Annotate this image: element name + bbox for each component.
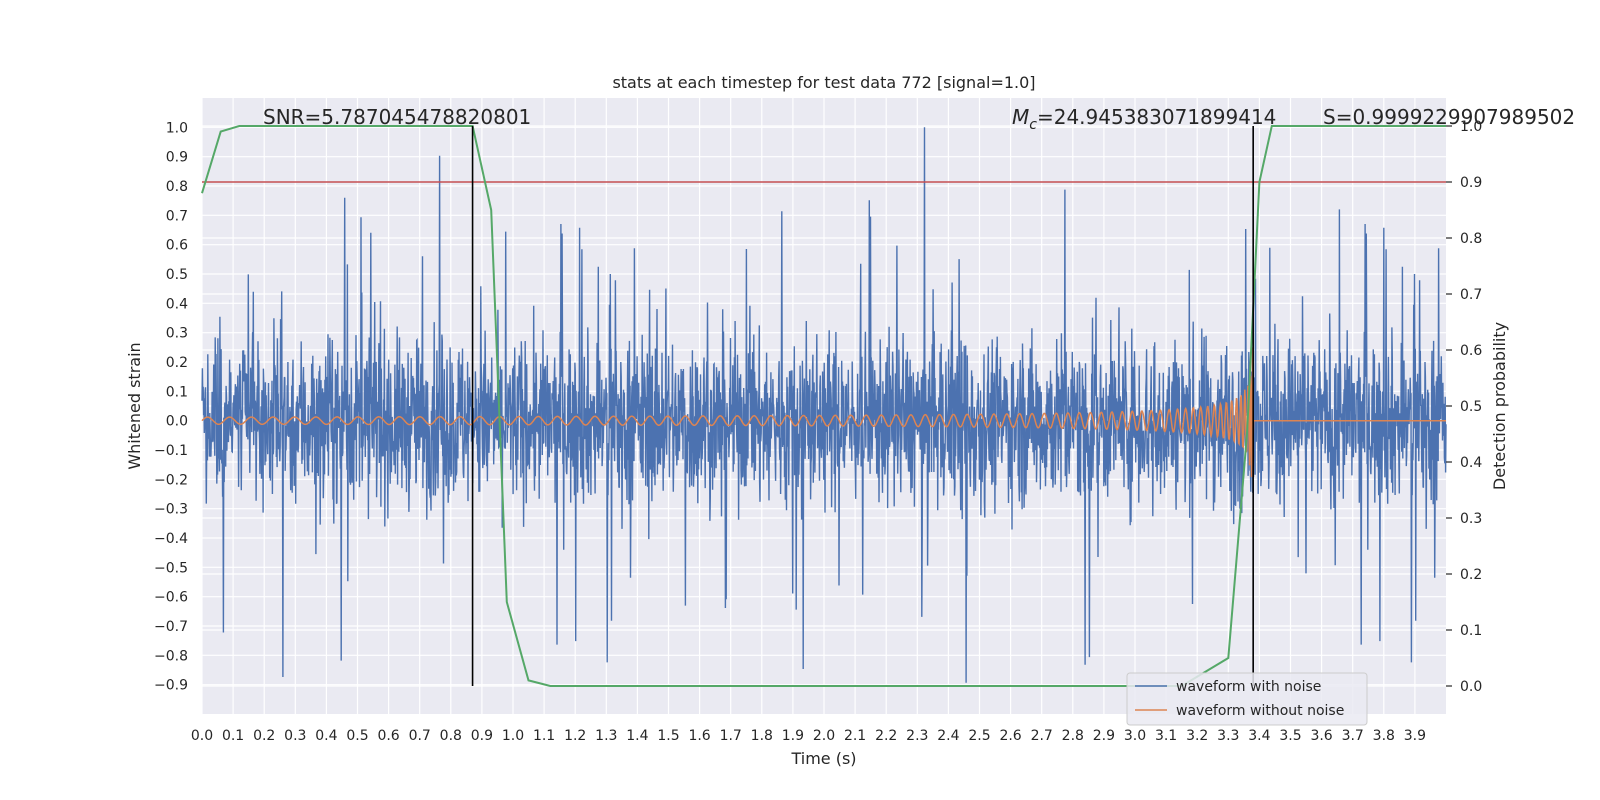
x-tick-label: 1.4: [626, 728, 648, 744]
x-tick-label: 0.3: [284, 728, 306, 744]
y-left-tick-label: −0.9: [154, 678, 188, 694]
y-right-tick-label: 0.6: [1460, 343, 1482, 359]
y-right-tick-label: 0.9: [1460, 175, 1482, 191]
y-left-tick-label: 0.6: [166, 238, 188, 254]
y-left-tick-label: 0.1: [166, 384, 188, 400]
y-right-tick-label: 0.1: [1460, 623, 1482, 639]
series-detection-probability: [201, 125, 1446, 687]
y-right-tick-label: 0.7: [1460, 287, 1482, 303]
x-tick-label: 3.8: [1373, 728, 1395, 744]
y-left-tick-label: −0.6: [154, 590, 188, 606]
x-tick-label: 2.1: [844, 728, 866, 744]
y-right-tick-label: 0.0: [1460, 679, 1482, 695]
x-tick-label: 2.7: [1031, 728, 1053, 744]
y-left-tick-label: 0.8: [166, 179, 188, 195]
y-left-tick-label: −0.5: [154, 560, 188, 576]
y-left-tick-label: 0.5: [166, 267, 188, 283]
x-axis-ticks: 0.0 0.1 0.2 0.3 0.4 0.5 0.6 0.7 0.8 0.9 1.0 1.1 1.2 1…: [191, 728, 1426, 744]
x-tick-label: 0.9: [471, 728, 493, 744]
y-left-tick-label: −0.8: [154, 648, 188, 664]
legend: waveform with noise waveform without noi…: [1126, 672, 1368, 726]
y-left-tick-label: −0.1: [154, 443, 188, 459]
x-tick-label: 2.5: [968, 728, 990, 744]
y-left-tick-label: −0.7: [154, 619, 188, 635]
y-left-tick-label: 0.7: [166, 208, 188, 224]
y-right-tick-label: 0.5: [1460, 399, 1482, 415]
y-axis-right-ticks: 1.0 0.9 0.8 0.7 0.6 0.5 0.4 0.3 0.2 0.1 0.0: [1446, 119, 1482, 695]
x-tick-label: 3.7: [1342, 728, 1364, 744]
legend-label-noisy: waveform with noise: [1176, 679, 1321, 695]
x-tick-label: 3.4: [1248, 728, 1270, 744]
y-left-tick-label: −0.4: [154, 531, 188, 547]
y-right-tick-label: 0.2: [1460, 567, 1482, 583]
x-tick-label: 0.2: [253, 728, 275, 744]
x-axis-label: Time (s): [790, 749, 856, 768]
y-left-tick-label: 0.0: [166, 414, 188, 430]
detection-probability-line: [201, 125, 1446, 687]
y-left-tick-label: −0.3: [154, 502, 188, 518]
annotation-s: S=0.9999229907989502: [1323, 105, 1575, 129]
x-tick-label: 1.6: [688, 728, 710, 744]
x-tick-label: 3.2: [1186, 728, 1208, 744]
y-axis-right-label: Detection probability: [1490, 322, 1509, 490]
clean-waveform-line: [201, 347, 1446, 478]
x-tick-label: 0.7: [409, 728, 431, 744]
annotation-mc-symbol: M: [1012, 105, 1029, 129]
annotation-snr: SNR=5.787045478820801: [263, 105, 531, 129]
x-tick-label: 2.3: [906, 728, 928, 744]
x-tick-label: 0.5: [346, 728, 368, 744]
x-tick-label: 1.7: [720, 728, 742, 744]
y-right-tick-label: 0.8: [1460, 231, 1482, 247]
y-axis-left-ticks: 1.0 0.9 0.8 0.7 0.6 0.5 0.4 0.3 0.2 0.1 0.0 −0.1 −0.…: [154, 120, 188, 693]
x-tick-label: 3.3: [1217, 728, 1239, 744]
series-waveform-without-noise: [201, 347, 1446, 478]
x-tick-label: 0.4: [315, 728, 337, 744]
y-right-tick-label: 0.4: [1460, 455, 1482, 471]
x-tick-label: 0.6: [377, 728, 399, 744]
chart-title: stats at each timestep for test data 772…: [612, 73, 1035, 92]
y-left-tick-label: 0.9: [166, 150, 188, 166]
x-tick-label: 3.5: [1279, 728, 1301, 744]
y-left-tick-label: 0.2: [166, 355, 188, 371]
x-tick-label: 0.1: [222, 728, 244, 744]
x-tick-label: 0.8: [440, 728, 462, 744]
legend-label-clean: waveform without noise: [1176, 703, 1344, 719]
x-tick-label: 1.9: [782, 728, 804, 744]
y-left-tick-label: 0.4: [166, 296, 188, 312]
x-tick-label: 1.1: [533, 728, 555, 744]
x-tick-label: 1.0: [502, 728, 524, 744]
y-axis-left-label: Whitened strain: [125, 342, 144, 469]
x-tick-label: 1.2: [564, 728, 586, 744]
y-left-tick-label: −0.2: [154, 472, 188, 488]
x-tick-label: 3.6: [1310, 728, 1332, 744]
x-tick-label: 2.2: [875, 728, 897, 744]
legend-box: [1126, 672, 1368, 726]
x-tick-label: 1.8: [751, 728, 773, 744]
y-right-tick-label: 0.3: [1460, 511, 1482, 527]
annotation-chirp-mass: Mc=24.945383071899414: [1012, 105, 1276, 133]
x-tick-label: 1.5: [657, 728, 679, 744]
y-left-tick-label: 0.3: [166, 326, 188, 342]
annotation-mc-value: =24.945383071899414: [1037, 105, 1276, 129]
vertical-markers: [471, 126, 1254, 686]
x-tick-label: 3.1: [1155, 728, 1177, 744]
x-tick-label: 1.3: [595, 728, 617, 744]
y-right-tick-label: 1.0: [1460, 119, 1482, 135]
x-tick-label: 2.6: [999, 728, 1021, 744]
x-tick-label: 3.0: [1124, 728, 1146, 744]
x-tick-label: 2.4: [937, 728, 959, 744]
y-left-tick-label: 1.0: [166, 120, 188, 136]
x-tick-label: 0.0: [191, 728, 213, 744]
x-tick-label: 3.9: [1404, 728, 1426, 744]
x-tick-label: 2.0: [813, 728, 835, 744]
x-tick-label: 2.8: [1062, 728, 1084, 744]
annotation-mc-subscript: c: [1029, 117, 1037, 133]
x-tick-label: 2.9: [1093, 728, 1115, 744]
